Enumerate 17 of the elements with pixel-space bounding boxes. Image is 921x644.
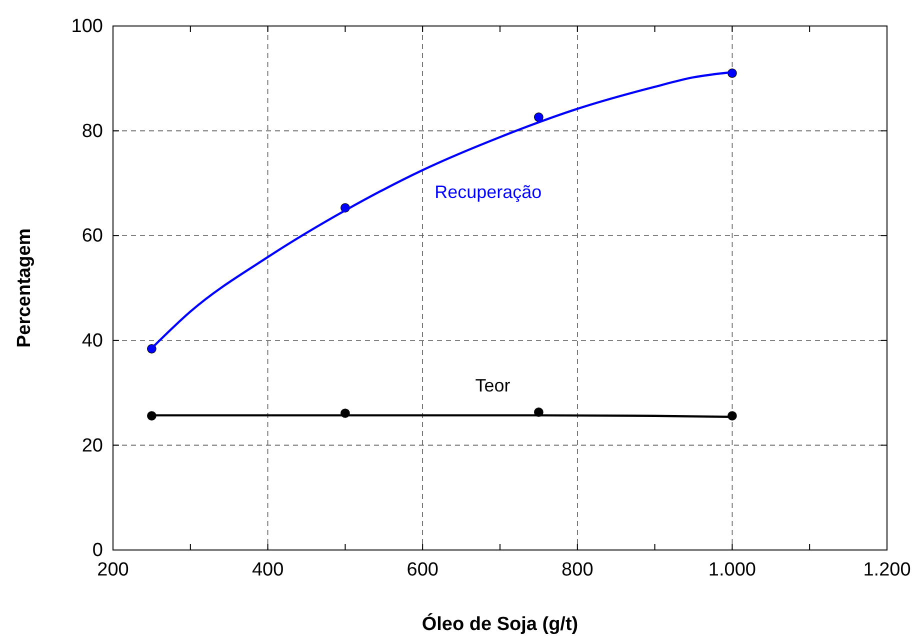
series-label: Recuperação <box>434 182 542 202</box>
x-tick-label: 200 <box>97 559 129 580</box>
x-axis-title: Óleo de Soja (g/t) <box>422 613 578 635</box>
y-axis-title: Percentagem <box>14 228 35 348</box>
y-tick-label: 20 <box>82 435 103 456</box>
y-tick-label: 40 <box>82 330 103 352</box>
y-tick-label: 0 <box>92 540 103 562</box>
y-tick-label: 100 <box>71 16 103 38</box>
y-tick-label: 60 <box>82 226 103 247</box>
x-tick-label: 1.200 <box>863 559 911 580</box>
x-tick-label: 600 <box>406 559 438 580</box>
point <box>534 112 544 122</box>
x-tick-label: 800 <box>562 559 594 580</box>
x-tick-label: 1.000 <box>708 559 756 580</box>
series-label: Teor <box>475 375 510 396</box>
x-tick-label: 400 <box>252 559 284 580</box>
y-tick-label: 80 <box>82 120 103 142</box>
